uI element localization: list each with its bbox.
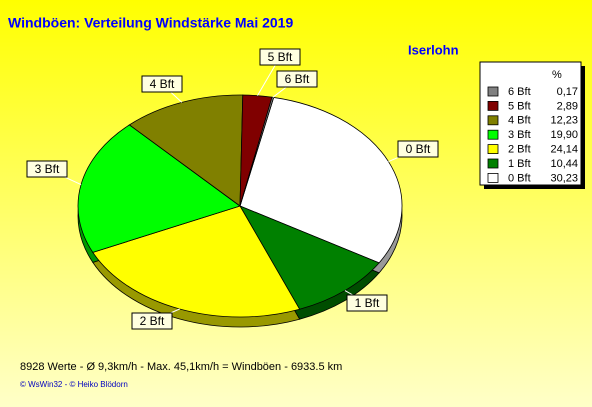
label-box xyxy=(141,75,183,93)
slice-label: 4 Bft xyxy=(150,77,175,91)
chart-subtitle: Iserlohn xyxy=(408,42,459,57)
legend-value: 24,14 xyxy=(550,144,578,156)
label-box xyxy=(346,294,388,312)
legend-swatch xyxy=(487,144,499,155)
slice-label: 0 Bft xyxy=(406,142,431,156)
slice-label: 5 Bft xyxy=(268,50,293,64)
label-box xyxy=(397,140,439,158)
slice-label: 6 Bft xyxy=(285,72,310,86)
legend-value: 12,23 xyxy=(550,115,578,127)
label-box xyxy=(131,312,173,330)
legend-swatch xyxy=(487,158,499,169)
label-box xyxy=(26,160,68,178)
legend-label: 1 Bft xyxy=(508,158,531,170)
legend-label: 3 Bft xyxy=(508,129,531,141)
legend-value: 19,90 xyxy=(550,129,578,141)
legend-swatch xyxy=(487,115,499,126)
legend-value: 2,89 xyxy=(557,100,578,112)
copyright: © WsWin32 - © Heiko Blödorn xyxy=(20,380,128,389)
legend-label: 6 Bft xyxy=(508,86,531,98)
legend-label: 4 Bft xyxy=(508,115,531,127)
legend-value: 30,23 xyxy=(550,172,578,184)
footer: 8928 Werte - Ø 9,3km/h - Max. 45,1km/h =… xyxy=(20,361,342,373)
chart-title: Windböen: Verteilung Windstärke Mai 2019 xyxy=(8,15,293,31)
legend-value: 10,44 xyxy=(550,158,578,170)
label-box xyxy=(259,48,301,66)
slice-label: 1 Bft xyxy=(355,296,380,310)
legend-label: 0 Bft xyxy=(508,172,531,184)
legend-swatch xyxy=(487,172,499,183)
legend-value: 0,17 xyxy=(557,86,578,98)
label-box xyxy=(276,70,318,88)
slice xyxy=(239,96,403,264)
legend-label: 2 Bft xyxy=(508,144,531,156)
legend-swatch xyxy=(487,129,499,140)
legend-swatch xyxy=(487,86,499,97)
slice-label: 3 Bft xyxy=(35,162,60,176)
legend-header: % xyxy=(552,69,562,81)
slice-label: 2 Bft xyxy=(140,314,165,328)
legend-swatch xyxy=(487,101,499,111)
legend-label: 5 Bft xyxy=(508,100,531,112)
slice xyxy=(239,205,380,310)
